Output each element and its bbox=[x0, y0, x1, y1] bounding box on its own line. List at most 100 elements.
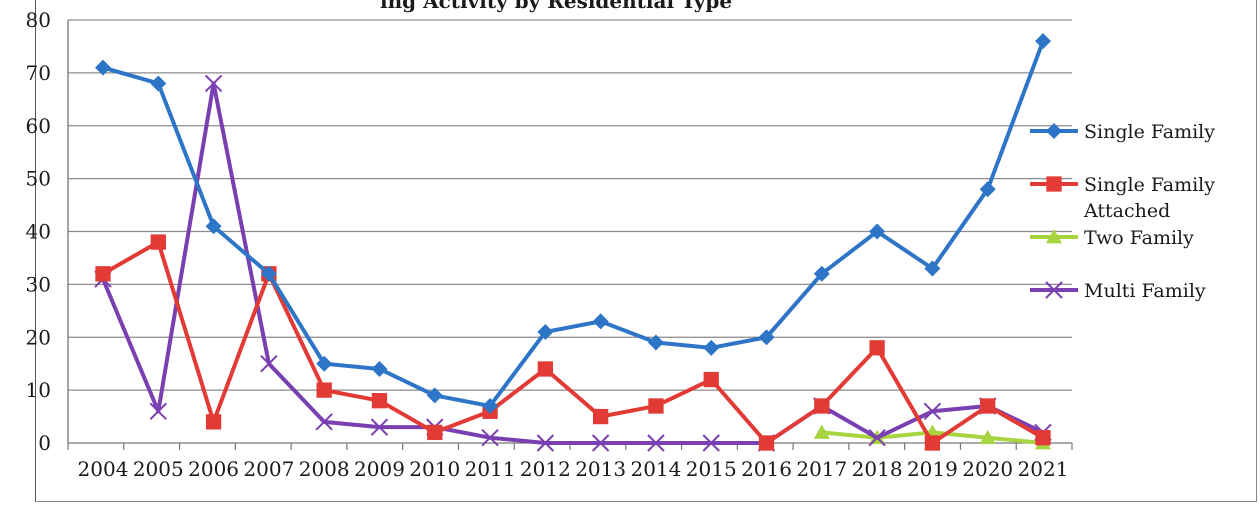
data-point-stroke bbox=[204, 74, 223, 93]
data-point bbox=[979, 181, 996, 198]
y-tick-label: 80 bbox=[26, 8, 51, 32]
y-tick-label: 40 bbox=[26, 220, 51, 244]
x-tick-label: 2006 bbox=[188, 457, 239, 481]
x-tick-label: 2013 bbox=[575, 457, 626, 481]
data-point bbox=[869, 340, 885, 356]
y-tick-label: 20 bbox=[26, 325, 51, 349]
data-point-stroke bbox=[536, 434, 555, 452]
legend-label: Single Family bbox=[1084, 121, 1215, 143]
y-tick-label: 0 bbox=[38, 431, 51, 455]
data-point bbox=[204, 74, 223, 93]
axis-layer: 0 10 20 30 40 50 60 70 80 2004 2005 2006 2007 2008 200… bbox=[26, 8, 1073, 481]
series-single-family-attached bbox=[95, 234, 1051, 451]
data-point bbox=[1046, 176, 1062, 192]
data-point bbox=[647, 434, 665, 452]
data-point bbox=[703, 339, 720, 356]
data-point bbox=[813, 265, 830, 282]
x-tick-label: 2012 bbox=[520, 457, 571, 481]
legend-label: Multi Family bbox=[1084, 280, 1206, 302]
x-tick-label: 2005 bbox=[133, 457, 184, 481]
data-point bbox=[537, 361, 554, 377]
data-point bbox=[95, 59, 111, 76]
y-tick-label: 50 bbox=[26, 167, 51, 191]
data-point bbox=[1035, 430, 1051, 446]
data-point bbox=[1046, 123, 1062, 139]
data-point bbox=[482, 397, 499, 414]
data-point bbox=[426, 387, 443, 404]
legend-item: Multi Family bbox=[1030, 280, 1206, 302]
legend-label: Attached bbox=[1083, 200, 1170, 222]
x-tick-label: 2015 bbox=[686, 457, 737, 481]
data-point bbox=[205, 218, 222, 235]
x-tick-label: 2010 bbox=[409, 457, 460, 481]
data-point bbox=[316, 382, 332, 398]
legend-label: Single Family bbox=[1084, 174, 1215, 196]
chart-title-layer: ing Activity by Residential Type bbox=[380, 0, 732, 13]
data-point-stroke bbox=[149, 402, 168, 420]
data-point bbox=[703, 371, 719, 388]
x-tick-label: 2007 bbox=[243, 457, 294, 481]
legend-item: Two Family bbox=[1030, 227, 1194, 249]
x-tick-label: 2018 bbox=[852, 457, 903, 481]
legend-label: Two Family bbox=[1084, 227, 1194, 249]
data-point bbox=[592, 313, 609, 330]
x-tick-label: 2008 bbox=[299, 457, 350, 481]
data-point bbox=[537, 323, 554, 340]
data-point bbox=[869, 223, 886, 240]
x-tick-label: 2020 bbox=[962, 457, 1013, 481]
data-point-stroke bbox=[260, 354, 278, 373]
data-point-stroke bbox=[923, 402, 942, 420]
x-tick-label: 2009 bbox=[354, 457, 405, 481]
data-point-stroke bbox=[647, 434, 665, 452]
data-point bbox=[592, 408, 609, 425]
data-point-stroke bbox=[591, 434, 610, 452]
data-point bbox=[260, 354, 278, 373]
legend: Single Family Single Family Attached Two Fa… bbox=[1030, 121, 1215, 302]
data-point bbox=[150, 75, 167, 92]
data-point bbox=[758, 435, 775, 451]
chart-title-partial: ing Activity by Residential Type bbox=[380, 0, 732, 13]
data-point bbox=[481, 429, 499, 447]
data-point bbox=[371, 360, 388, 377]
data-point bbox=[1045, 281, 1063, 299]
data-point bbox=[149, 402, 168, 420]
x-tick-label: 2016 bbox=[741, 457, 792, 481]
series-line bbox=[102, 40, 1045, 408]
data-point bbox=[814, 398, 830, 414]
data-point bbox=[648, 398, 664, 414]
x-tick-label: 2004 bbox=[78, 457, 129, 481]
data-point bbox=[924, 260, 941, 277]
data-point bbox=[370, 418, 389, 436]
data-point-stroke bbox=[315, 413, 333, 431]
x-tick-label: 2014 bbox=[630, 457, 681, 481]
data-point-stroke bbox=[868, 429, 886, 447]
data-point bbox=[260, 265, 277, 282]
data-point bbox=[150, 234, 166, 250]
data-point bbox=[758, 329, 775, 346]
data-point bbox=[979, 429, 996, 445]
data-point bbox=[315, 413, 333, 431]
data-point bbox=[980, 398, 996, 414]
data-point bbox=[924, 435, 941, 451]
data-point bbox=[536, 434, 555, 452]
series-line bbox=[101, 81, 1044, 445]
data-point-stroke bbox=[481, 429, 499, 447]
data-point bbox=[1046, 229, 1062, 244]
data-point bbox=[316, 355, 333, 372]
data-point bbox=[1035, 33, 1051, 50]
x-tick-label: 2011 bbox=[465, 457, 516, 481]
data-point bbox=[923, 402, 942, 420]
data-point bbox=[702, 434, 720, 452]
y-tick-label: 30 bbox=[26, 272, 51, 296]
y-tick-label: 10 bbox=[26, 378, 51, 402]
series-line bbox=[102, 240, 1044, 445]
grid-layer bbox=[68, 19, 1072, 391]
data-point bbox=[427, 424, 443, 441]
series-single-family bbox=[95, 33, 1051, 414]
y-tick-label: 60 bbox=[26, 114, 51, 138]
x-tick-label: 2019 bbox=[907, 457, 958, 481]
data-point bbox=[868, 429, 886, 447]
data-point bbox=[205, 414, 222, 430]
y-tick-label: 70 bbox=[26, 61, 51, 85]
